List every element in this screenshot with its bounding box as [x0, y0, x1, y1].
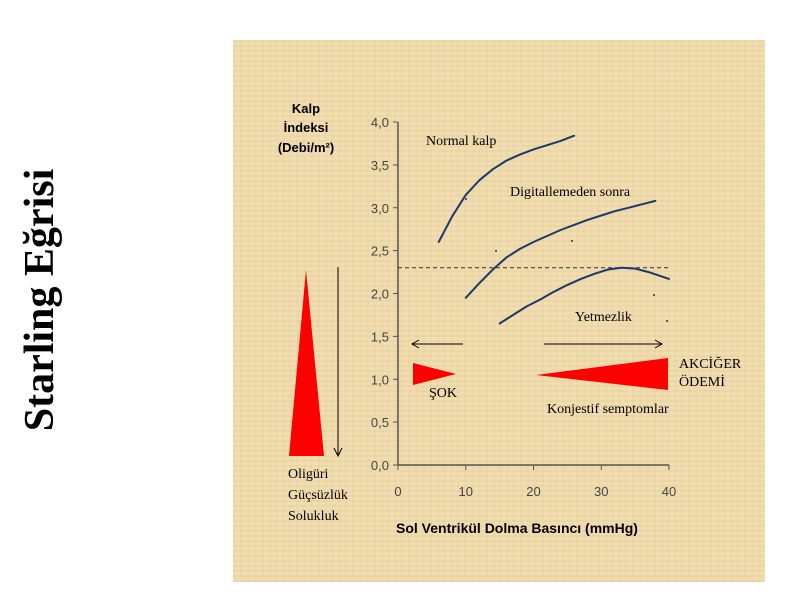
- dot-mark: [465, 198, 467, 200]
- series-failure: [498, 266, 670, 325]
- y-tick-label: 1,5: [371, 329, 389, 344]
- x-tick-label: 20: [526, 484, 540, 499]
- y-tick-label: 3,0: [371, 201, 389, 216]
- dot-mark: [495, 250, 497, 252]
- edema-triangle: [536, 358, 668, 390]
- y-tick-label: 0,5: [371, 415, 389, 430]
- slide-title-container: Starling Eğrisi: [0, 0, 80, 600]
- x-tick-label: 30: [594, 484, 608, 499]
- y-tick-label: 0,0: [371, 458, 389, 473]
- dot-mark: [653, 294, 655, 296]
- symptom-pallor: Solukluk: [288, 509, 339, 524]
- y-ticks: 0,0 0,5 1,0 1,5 2,0 2,5 3,0 3,5 4,0: [371, 115, 398, 473]
- right-arrow-head: [654, 339, 664, 349]
- shock-triangle: [413, 363, 456, 385]
- y-axis-label-line-3: (Debi/m²): [278, 140, 334, 155]
- y-tick-label: 2,5: [371, 244, 389, 259]
- series-label-failure: Yetmezlik: [575, 310, 632, 325]
- series-group: [437, 134, 670, 325]
- series-after-digitalis: [464, 199, 657, 299]
- x-tick-label: 40: [662, 484, 676, 499]
- symptom-oliguria: Oligüri: [288, 467, 329, 482]
- y-tick-label: 3,5: [371, 158, 389, 173]
- series-label-normal: Normal kalp: [426, 134, 496, 149]
- chart-panel: Kalp İndeksi (Debi/m²) 0,0 0,5 1,0 1,5 2,0 2,…: [233, 40, 765, 582]
- series-normal-heart: [437, 134, 576, 243]
- shock-label: ŞOK: [429, 386, 457, 401]
- congestive-label: Konjestif semptomlar: [547, 402, 669, 417]
- slide-title: Starling Eğrisi: [17, 168, 63, 432]
- symptom-weakness: Güçsüzlük: [288, 488, 348, 503]
- series-label-digital: Digitallemeden sonra: [510, 185, 631, 200]
- edema-label-line-1: AKCİĞER: [679, 355, 742, 372]
- left-arrow-head: [410, 339, 420, 349]
- starling-chart: Kalp İndeksi (Debi/m²) 0,0 0,5 1,0 1,5 2,0 2,…: [278, 101, 742, 536]
- dot-mark: [571, 240, 573, 242]
- y-tick-label: 4,0: [371, 115, 389, 130]
- y-tick-label: 2,0: [371, 287, 389, 302]
- y-tick-label: 1,0: [371, 372, 389, 387]
- x-tick-label: 0: [394, 484, 401, 499]
- x-axis-label: Sol Ventrikül Dolma Basıncı (mmHg): [396, 520, 638, 536]
- y-axis-label-line-1: Kalp: [292, 101, 320, 116]
- down-arrow-head: [333, 447, 343, 458]
- x-tick-label: 10: [459, 484, 473, 499]
- x-ticks: 0 10 20 30 40: [394, 465, 676, 499]
- edema-label-line-2: ÖDEMİ: [679, 373, 725, 390]
- symptom-triangle: [289, 270, 324, 456]
- dot-mark: [666, 320, 668, 322]
- y-axis-label-line-2: İndeksi: [284, 120, 329, 135]
